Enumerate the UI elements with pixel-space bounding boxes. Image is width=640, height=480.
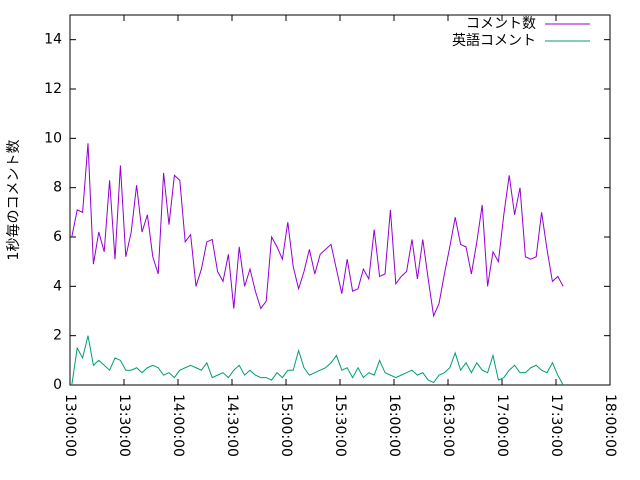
x-tick-label: 14:00:00 xyxy=(170,394,186,457)
x-tick-label: 17:00:00 xyxy=(494,394,510,457)
y-tick-label: 12 xyxy=(44,81,62,97)
x-tick-label: 18:00:00 xyxy=(602,394,618,457)
data-line xyxy=(71,143,564,318)
x-tick-label: 13:00:00 xyxy=(62,394,78,457)
legend-label: 英語コメント xyxy=(452,32,536,49)
x-tick-label: 15:00:00 xyxy=(278,394,294,457)
y-axis-label: 1秒毎のコメント数 xyxy=(6,140,22,261)
x-tick-label: 16:30:00 xyxy=(440,394,456,457)
x-tick-label: 17:30:00 xyxy=(548,394,564,457)
y-tick-label: 14 xyxy=(44,32,62,48)
y-tick-label: 2 xyxy=(53,328,62,344)
y-tick-label: 10 xyxy=(44,130,62,146)
x-tick-label: 16:00:00 xyxy=(386,394,402,457)
plot-frame xyxy=(69,14,611,386)
y-tick-label: 8 xyxy=(53,180,62,196)
x-tick-label: 15:30:00 xyxy=(332,394,348,457)
x-tick-label: 13:30:00 xyxy=(116,394,132,457)
y-tick-label: 6 xyxy=(53,229,62,245)
y-tick-label: 0 xyxy=(53,377,62,393)
legend-label: コメント数 xyxy=(466,16,536,32)
x-tick-label: 14:30:00 xyxy=(224,394,240,457)
y-tick-label: 4 xyxy=(53,278,62,294)
data-line xyxy=(71,335,564,386)
